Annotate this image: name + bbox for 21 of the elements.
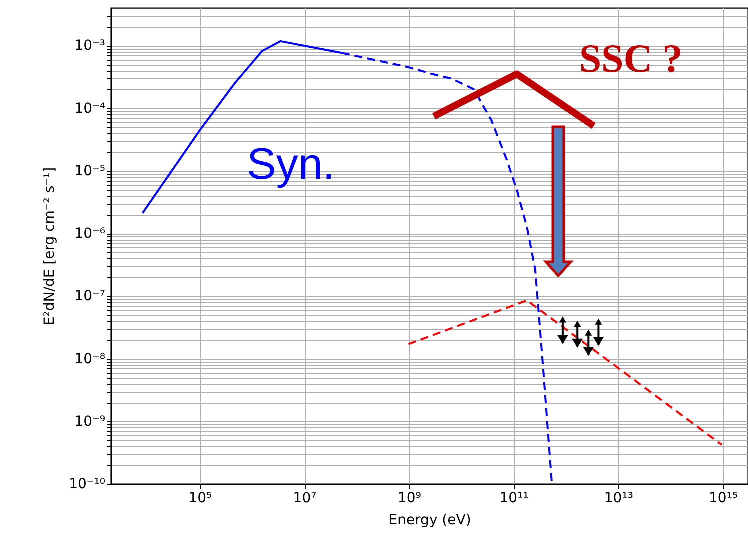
x-tick-label: 10¹¹ [500, 490, 529, 506]
x-tick-label: 10¹³ [604, 490, 634, 506]
x-tick-label: 10⁹ [398, 490, 422, 506]
y-tick-label: 10⁻⁵ [74, 163, 106, 180]
point [585, 330, 592, 336]
y-tick-label: 10⁻³ [74, 38, 106, 54]
y-tick-label: 10⁻⁶ [74, 226, 106, 242]
y-tick-label: 10⁻⁹ [74, 414, 106, 430]
x-tick-label: 10⁷ [293, 490, 317, 506]
y-tick-label: 10⁻⁷ [74, 288, 106, 305]
x-tick-label: 10⁵ [188, 490, 212, 506]
y-axis-title: E²dN/dE [erg cm⁻² s⁻¹] [42, 167, 58, 326]
y-tick-label: 10⁻¹⁰ [69, 476, 106, 492]
x-axis-title: Energy (eV) [388, 512, 472, 528]
x-tick-label: 10¹⁵ [709, 490, 738, 506]
annotation: SSC ? [579, 36, 683, 81]
point [559, 316, 566, 323]
y-tick-label: 10⁻⁴ [74, 100, 106, 117]
y-tick-label: 10⁻⁸ [74, 351, 106, 368]
point [595, 318, 602, 325]
annotation: Syn. [246, 140, 336, 189]
